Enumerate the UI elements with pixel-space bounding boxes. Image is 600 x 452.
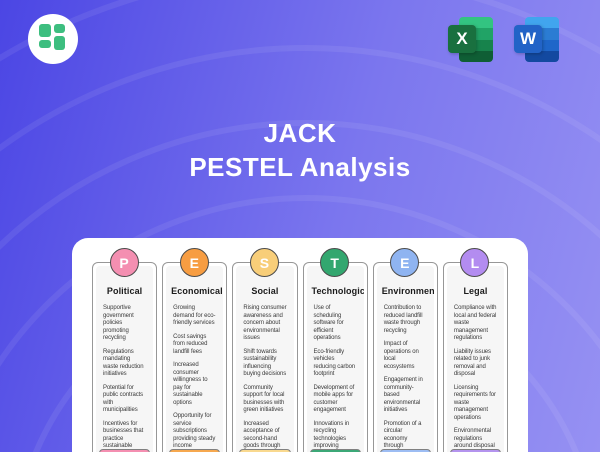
column-footer-bar bbox=[99, 449, 151, 452]
pestel-columns: P Political Supportive government polici… bbox=[72, 238, 528, 452]
pestel-column: S Social Rising consumer awareness and c… bbox=[232, 248, 298, 452]
pestel-column: T Technological Use of scheduling softwa… bbox=[302, 248, 368, 452]
column-items: Rising consumer awareness and concern ab… bbox=[241, 305, 288, 452]
column-footer-bar bbox=[239, 449, 291, 452]
letter-badge: S bbox=[249, 248, 279, 277]
analysis-item: Incentives for businesses that practice … bbox=[103, 420, 144, 452]
column-panel: Technological Use of scheduling software… bbox=[306, 266, 364, 452]
column-panel: Environment Contribution to reduced land… bbox=[376, 266, 434, 452]
analysis-item: Increased acceptance of second-hand good… bbox=[243, 420, 281, 452]
letter-badge-text: E bbox=[400, 254, 410, 271]
letter-badge-text: P bbox=[119, 254, 129, 271]
column-items: Use of scheduling software for efficient… bbox=[312, 305, 359, 452]
column-panel: Legal Compliance with local and federal … bbox=[446, 266, 505, 452]
pestel-column: E Economical Growing demand for eco-frie… bbox=[162, 248, 228, 452]
analysis-item: Community support for local businesses w… bbox=[243, 384, 285, 414]
word-front: W bbox=[514, 25, 542, 53]
analysis-item: Regulations mandating waste reduction in… bbox=[103, 348, 144, 378]
letter-badge: E bbox=[179, 248, 209, 277]
analysis-item: Promotion of a circular economy through … bbox=[383, 420, 422, 452]
pestel-column: E Environment Contribution to reduced la… bbox=[372, 248, 438, 452]
letter-badge-text: T bbox=[330, 254, 339, 271]
column-title: Economical bbox=[171, 286, 223, 296]
letter-badge-text: E bbox=[189, 254, 199, 271]
analysis-item: Contribution to reduced landfill waste t… bbox=[383, 305, 423, 334]
grid-logo-icon[interactable] bbox=[28, 14, 78, 64]
letter-badge: T bbox=[320, 248, 350, 277]
analysis-item: Compliance with local and federal waste … bbox=[453, 305, 497, 341]
column-title: Social bbox=[251, 286, 279, 296]
analysis-item: Development of mobile apps for customer … bbox=[313, 384, 355, 414]
logo-tile bbox=[39, 40, 51, 48]
analysis-item: Licensing requirements for waste managem… bbox=[453, 384, 496, 421]
column-title: Political bbox=[106, 286, 143, 296]
logo-tile bbox=[39, 24, 51, 37]
logo-tile bbox=[54, 36, 65, 50]
analysis-item: Innovations in recycling technologies im… bbox=[313, 420, 350, 452]
column-title: Environment bbox=[381, 286, 434, 296]
column-items: Growing demand for eco-friendly services… bbox=[171, 305, 218, 452]
analysis-item: Cost savings from reduced landfill fees bbox=[173, 333, 208, 355]
pestel-card: P Political Supportive government polici… bbox=[72, 238, 528, 452]
column-title: Legal bbox=[463, 286, 488, 296]
column-footer-bar bbox=[309, 449, 361, 452]
analysis-item: Increased consumer willingness to pay fo… bbox=[173, 362, 208, 406]
excel-icon[interactable]: X bbox=[448, 17, 493, 62]
letter-badge: E bbox=[390, 248, 420, 277]
analysis-item: Impact of operations on local ecosystems bbox=[383, 341, 419, 370]
analysis-item: Supportive government policies promoting… bbox=[103, 305, 134, 341]
analysis-item: Growing demand for eco-friendly services bbox=[173, 305, 216, 326]
logo-tile bbox=[54, 24, 65, 33]
column-title: Technological bbox=[311, 286, 364, 296]
letter-badge: P bbox=[109, 248, 139, 277]
word-letter: W bbox=[519, 29, 537, 48]
column-panel: Political Supportive government policies… bbox=[96, 266, 154, 452]
analysis-item: Eco-friendly vehicles reducing carbon fo… bbox=[313, 348, 356, 378]
title-name: JACK bbox=[263, 118, 337, 148]
page-title: JACK PESTEL Analysis bbox=[0, 116, 600, 184]
analysis-item: Opportunity for service subscriptions pr… bbox=[173, 413, 216, 449]
excel-letter: X bbox=[456, 29, 468, 48]
analysis-item: Use of scheduling software for efficient… bbox=[313, 305, 344, 341]
analysis-item: Liability issues related to junk removal… bbox=[453, 348, 491, 378]
excel-sheet bbox=[459, 17, 493, 62]
column-panel: Economical Growing demand for eco-friend… bbox=[166, 266, 224, 452]
pestel-column: L Legal Compliance with local and federa… bbox=[442, 248, 509, 452]
title-subject: PESTEL Analysis bbox=[189, 152, 411, 182]
word-icon[interactable]: W bbox=[514, 17, 559, 62]
analysis-item: Rising consumer awareness and concern ab… bbox=[243, 305, 287, 341]
column-items: Contribution to reduced landfill waste t… bbox=[382, 305, 429, 452]
letter-badge-text: L bbox=[470, 254, 480, 271]
column-footer-bar bbox=[449, 449, 502, 452]
word-sheet bbox=[525, 17, 559, 62]
analysis-item: Shift towards sustainability influencing… bbox=[243, 348, 287, 378]
pestel-column: P Political Supportive government polici… bbox=[92, 248, 158, 452]
column-footer-bar bbox=[379, 449, 431, 452]
letter-badge: L bbox=[460, 248, 490, 277]
column-panel: Social Rising consumer awareness and con… bbox=[236, 266, 294, 452]
column-items: Compliance with local and federal waste … bbox=[452, 305, 499, 452]
analysis-item: Engagement in community-based environmen… bbox=[383, 377, 423, 413]
analysis-item: Potential for public contracts with muni… bbox=[103, 384, 144, 414]
excel-front: X bbox=[448, 25, 476, 53]
column-items: Supportive government policies promoting… bbox=[101, 305, 148, 452]
letter-badge-text: S bbox=[259, 254, 270, 271]
